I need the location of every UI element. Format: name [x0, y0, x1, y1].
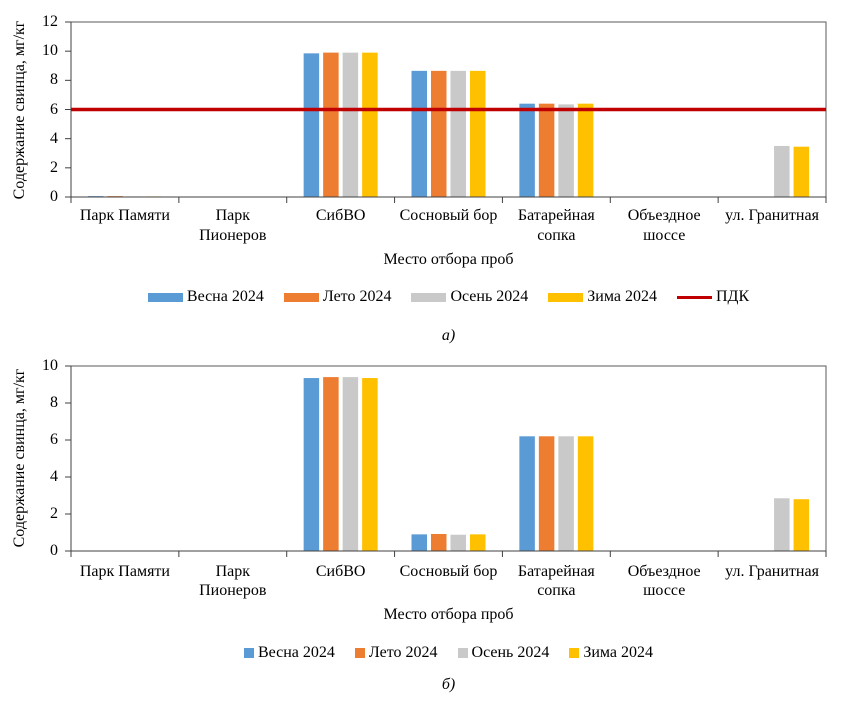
chart-b: 0 2 4 6 8 10 Парк Памяти Парк Пионеров СибВО Сос…: [0, 352, 841, 703]
bar-series-3-category-4: [450, 534, 466, 551]
bar-series-1-category-5: [519, 436, 535, 551]
category-label: Парк Пионеров: [199, 207, 267, 244]
legend-item: Осень 2024: [411, 287, 528, 307]
bar-series-3-category-5: [558, 436, 574, 551]
chart-a: 0 2 4 6 8 10 12 Парк Памяти Парк Пионеров СибВО С…: [11, 13, 827, 344]
bar-series-2-category-3: [323, 52, 339, 198]
legend-key: [243, 648, 254, 658]
legend-key: [411, 292, 447, 302]
legend-key: [569, 648, 580, 658]
category-label: Сосновый бор: [399, 207, 498, 224]
bar-series-1-category-3: [303, 53, 320, 197]
bar-series-4-category-4: [470, 70, 486, 197]
legend-key: [283, 292, 319, 302]
y-tick-label: 2: [50, 505, 58, 522]
bar-series-3-category-3: [342, 377, 359, 551]
legend-label: Осень 2024: [471, 644, 550, 661]
legend-label: Зима 2024: [583, 644, 654, 661]
bar-series-2-category-4: [431, 70, 447, 197]
bar-series-2-category-4: [431, 533, 447, 551]
legend-label: ПДК: [715, 288, 750, 305]
legend-label: Зима 2024: [587, 288, 657, 305]
legend-item: Осень 2024: [457, 643, 550, 663]
bar-series-4-category-3: [362, 378, 378, 551]
bar-series-4-category-7: [793, 499, 810, 551]
bar-series-4-category-5: [577, 103, 594, 197]
bar-series-4-category-3: [362, 52, 378, 198]
category-label: Объездное шоссе: [627, 207, 701, 244]
category-label: Сосновый бор: [399, 563, 498, 580]
bar-series-4-category-7: [793, 146, 810, 197]
bar-series-4-category-4: [470, 534, 486, 551]
chart-a-canvas: [65, 21, 827, 203]
bar-series-3-category-3: [342, 52, 359, 198]
legend-label: Лето 2024: [368, 644, 438, 661]
y-axis-title: Содержание свинца, мг/кг: [11, 368, 28, 548]
y-axis-title: Содержание свинца, мг/кг: [11, 20, 28, 200]
legend-key-line: [676, 295, 712, 299]
legend-item: Зима 2024: [569, 643, 653, 663]
category-label: ул. Гранитная: [725, 207, 819, 224]
bar-series-1-category-3: [303, 378, 320, 551]
legend-item: Весна 2024: [147, 287, 264, 307]
category-label: Объездное шоссе: [627, 563, 701, 599]
bar-series-1-category-4: [411, 70, 427, 197]
bar-series-3-category-5: [558, 104, 574, 197]
legend-item: Зима 2024: [548, 287, 657, 307]
bar-series-2-category-5: [538, 436, 555, 551]
category-label: Парк Пионеров: [199, 563, 267, 599]
y-tick-label: 8: [50, 71, 58, 89]
y-tick-label: 6: [50, 100, 58, 118]
bar-series-3-category-7: [774, 498, 790, 551]
legend-item: ПДК: [676, 287, 750, 307]
y-tick-label: 10: [42, 357, 58, 374]
category-label: СибВО: [315, 207, 366, 224]
bar-series-3-category-7: [774, 145, 790, 197]
legend-key: [354, 648, 365, 658]
legend-key: [147, 292, 183, 302]
chart-caption: а): [441, 327, 456, 344]
bar-series-2-category-5: [538, 103, 555, 197]
plot-area-border: [70, 365, 827, 552]
category-label: ул. Гранитная: [725, 563, 819, 580]
bar-series-1-category-4: [411, 534, 427, 551]
legend: Весна 2024 Лето 2024 Осень 2024 Зима 2024: [71, 643, 826, 663]
legend: Весна 2024 Лето 2024 Осень 2024 Зима 2024 ПД…: [71, 287, 826, 307]
category-label: Парк Памяти: [79, 207, 170, 224]
legend-label: Лето 2024: [322, 288, 392, 305]
legend-key: [457, 648, 468, 658]
category-label: Парк Памяти: [79, 563, 170, 580]
x-axis-title: Место отбора проб: [383, 251, 514, 268]
y-tick-label: 2: [50, 158, 58, 176]
y-tick-label: 12: [42, 13, 58, 30]
bar-series-1-category-5: [519, 103, 535, 197]
y-tick-label: 10: [42, 42, 58, 60]
bar-series-4-category-5: [577, 436, 594, 551]
chart-b-canvas: [65, 365, 827, 557]
y-tick-label: 4: [50, 468, 58, 485]
y-tick-label: 4: [50, 129, 58, 147]
y-tick-label: 6: [50, 431, 58, 448]
legend-item: Лето 2024: [354, 643, 438, 663]
legend-item: Лето 2024: [283, 287, 392, 307]
legend-key: [548, 292, 584, 302]
legend-label: Весна 2024: [257, 644, 335, 661]
legend-item: Весна 2024: [243, 643, 335, 663]
category-label: СибВО: [315, 563, 366, 580]
y-tick-label: 8: [50, 394, 58, 411]
y-tick-label: 0: [50, 542, 58, 559]
legend-label: Весна 2024: [186, 288, 264, 305]
category-label: Батарейная сопка: [517, 207, 595, 244]
category-label: Батарейная сопка: [517, 563, 595, 599]
chart-caption: б): [441, 676, 456, 693]
y-tick-label: 0: [50, 188, 58, 205]
x-axis-title: Место отбора проб: [383, 606, 514, 623]
bar-series-2-category-3: [323, 377, 339, 551]
legend-label: Осень 2024: [450, 288, 529, 305]
bar-series-3-category-4: [450, 70, 466, 197]
